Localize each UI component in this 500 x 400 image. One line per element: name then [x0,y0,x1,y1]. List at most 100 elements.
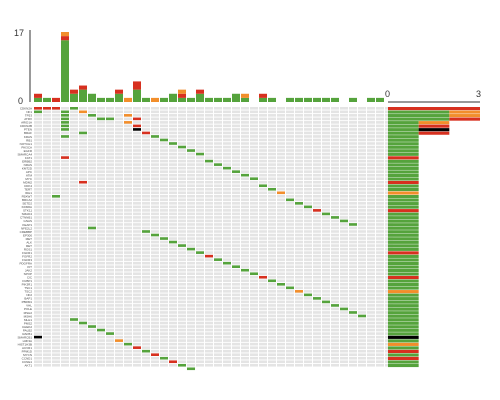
grid-cell [286,363,294,367]
grid-cell [358,244,366,247]
grid-cell [43,145,51,149]
grid-cell [367,356,375,360]
grid-cell [61,184,69,188]
grid-cell [88,173,96,177]
grid-cell [376,212,384,216]
grid-cell [259,314,267,318]
grid-cell [331,233,339,237]
grid-cell [268,314,276,318]
grid-cell [52,290,60,293]
gene-label: NRAS [24,163,32,167]
sample-bar-green [241,97,249,102]
grid-cell [34,321,42,325]
grid-cell [322,184,330,188]
grid-cell [70,177,78,180]
sample-bar-green [376,97,384,102]
grid-cell [322,335,330,339]
grid-cell [70,142,78,145]
grid-cell [61,254,69,258]
gene-bar-green [388,166,419,170]
grid-cell [367,353,375,356]
grid-cell [223,332,231,335]
grid-cell [160,114,168,117]
grid-cell [286,212,294,216]
grid-cell [133,170,141,173]
grid-cell [241,335,249,339]
grid-cell [160,314,168,318]
grid-cell [52,363,60,367]
grid-cell [133,216,141,219]
grid-cell [106,212,114,216]
grid-cell [79,275,87,279]
grid-cell [169,254,177,258]
grid-cell [340,149,348,152]
grid-cell [196,318,204,321]
grid-cell [268,335,276,339]
grid-cell [223,191,231,195]
grid-cell [295,107,303,110]
grid-cell [232,363,240,367]
grid-cell [142,128,150,131]
grid-cell [97,258,105,261]
grid-cell [178,279,186,283]
grid-cell [97,191,105,195]
grid-cell [43,110,51,114]
grid-cell [223,247,231,251]
grid-cell [187,244,195,247]
grid-cell [79,149,87,152]
grid-cell [196,353,204,356]
grid-cell [43,219,51,223]
grid-cell [241,314,249,318]
grid-cell [196,363,204,367]
grid-cell [349,149,357,152]
grid-cell [367,251,375,254]
mutation-cell-green [151,135,159,138]
grid-cell [187,216,195,219]
grid-cell [115,163,123,166]
grid-cell [340,311,348,314]
grid-cell [340,131,348,135]
grid-cell [376,128,384,131]
grid-cell [313,321,321,325]
grid-cell [205,283,213,286]
grid-cell [61,265,69,268]
grid-cell [97,163,105,166]
grid-cell [160,117,168,121]
grid-cell [277,339,285,342]
grid-cell [223,187,231,191]
grid-cell [286,223,294,226]
grid-cell [196,265,204,268]
grid-cell [106,216,114,219]
grid-cell [241,290,249,293]
grid-cell [340,321,348,325]
grid-cell [106,152,114,156]
grid-cell [160,286,168,290]
gene-bar-green [388,219,419,223]
grid-cell [232,297,240,300]
gene-bar-orange [388,342,419,346]
sample-bar-red [196,89,204,94]
grid-cell [115,283,123,286]
mutation-cell-green [286,286,294,290]
grid-cell [79,311,87,314]
grid-cell [277,138,285,142]
grid-cell [115,180,123,184]
grid-cell [205,325,213,328]
grid-cell [367,149,375,152]
grid-cell [70,300,78,304]
gene-label: CDK4 [24,184,32,188]
grid-cell [367,237,375,240]
grid-cell [34,275,42,279]
grid-cell [331,110,339,114]
grid-cell [259,244,267,247]
grid-cell [160,205,168,209]
grid-cell [376,209,384,212]
grid-cell [340,195,348,198]
grid-cell [115,300,123,304]
grid-cell [367,205,375,209]
grid-cell [340,209,348,212]
grid-cell [115,318,123,321]
grid-cell [79,135,87,138]
grid-cell [259,272,267,276]
grid-cell [277,318,285,321]
